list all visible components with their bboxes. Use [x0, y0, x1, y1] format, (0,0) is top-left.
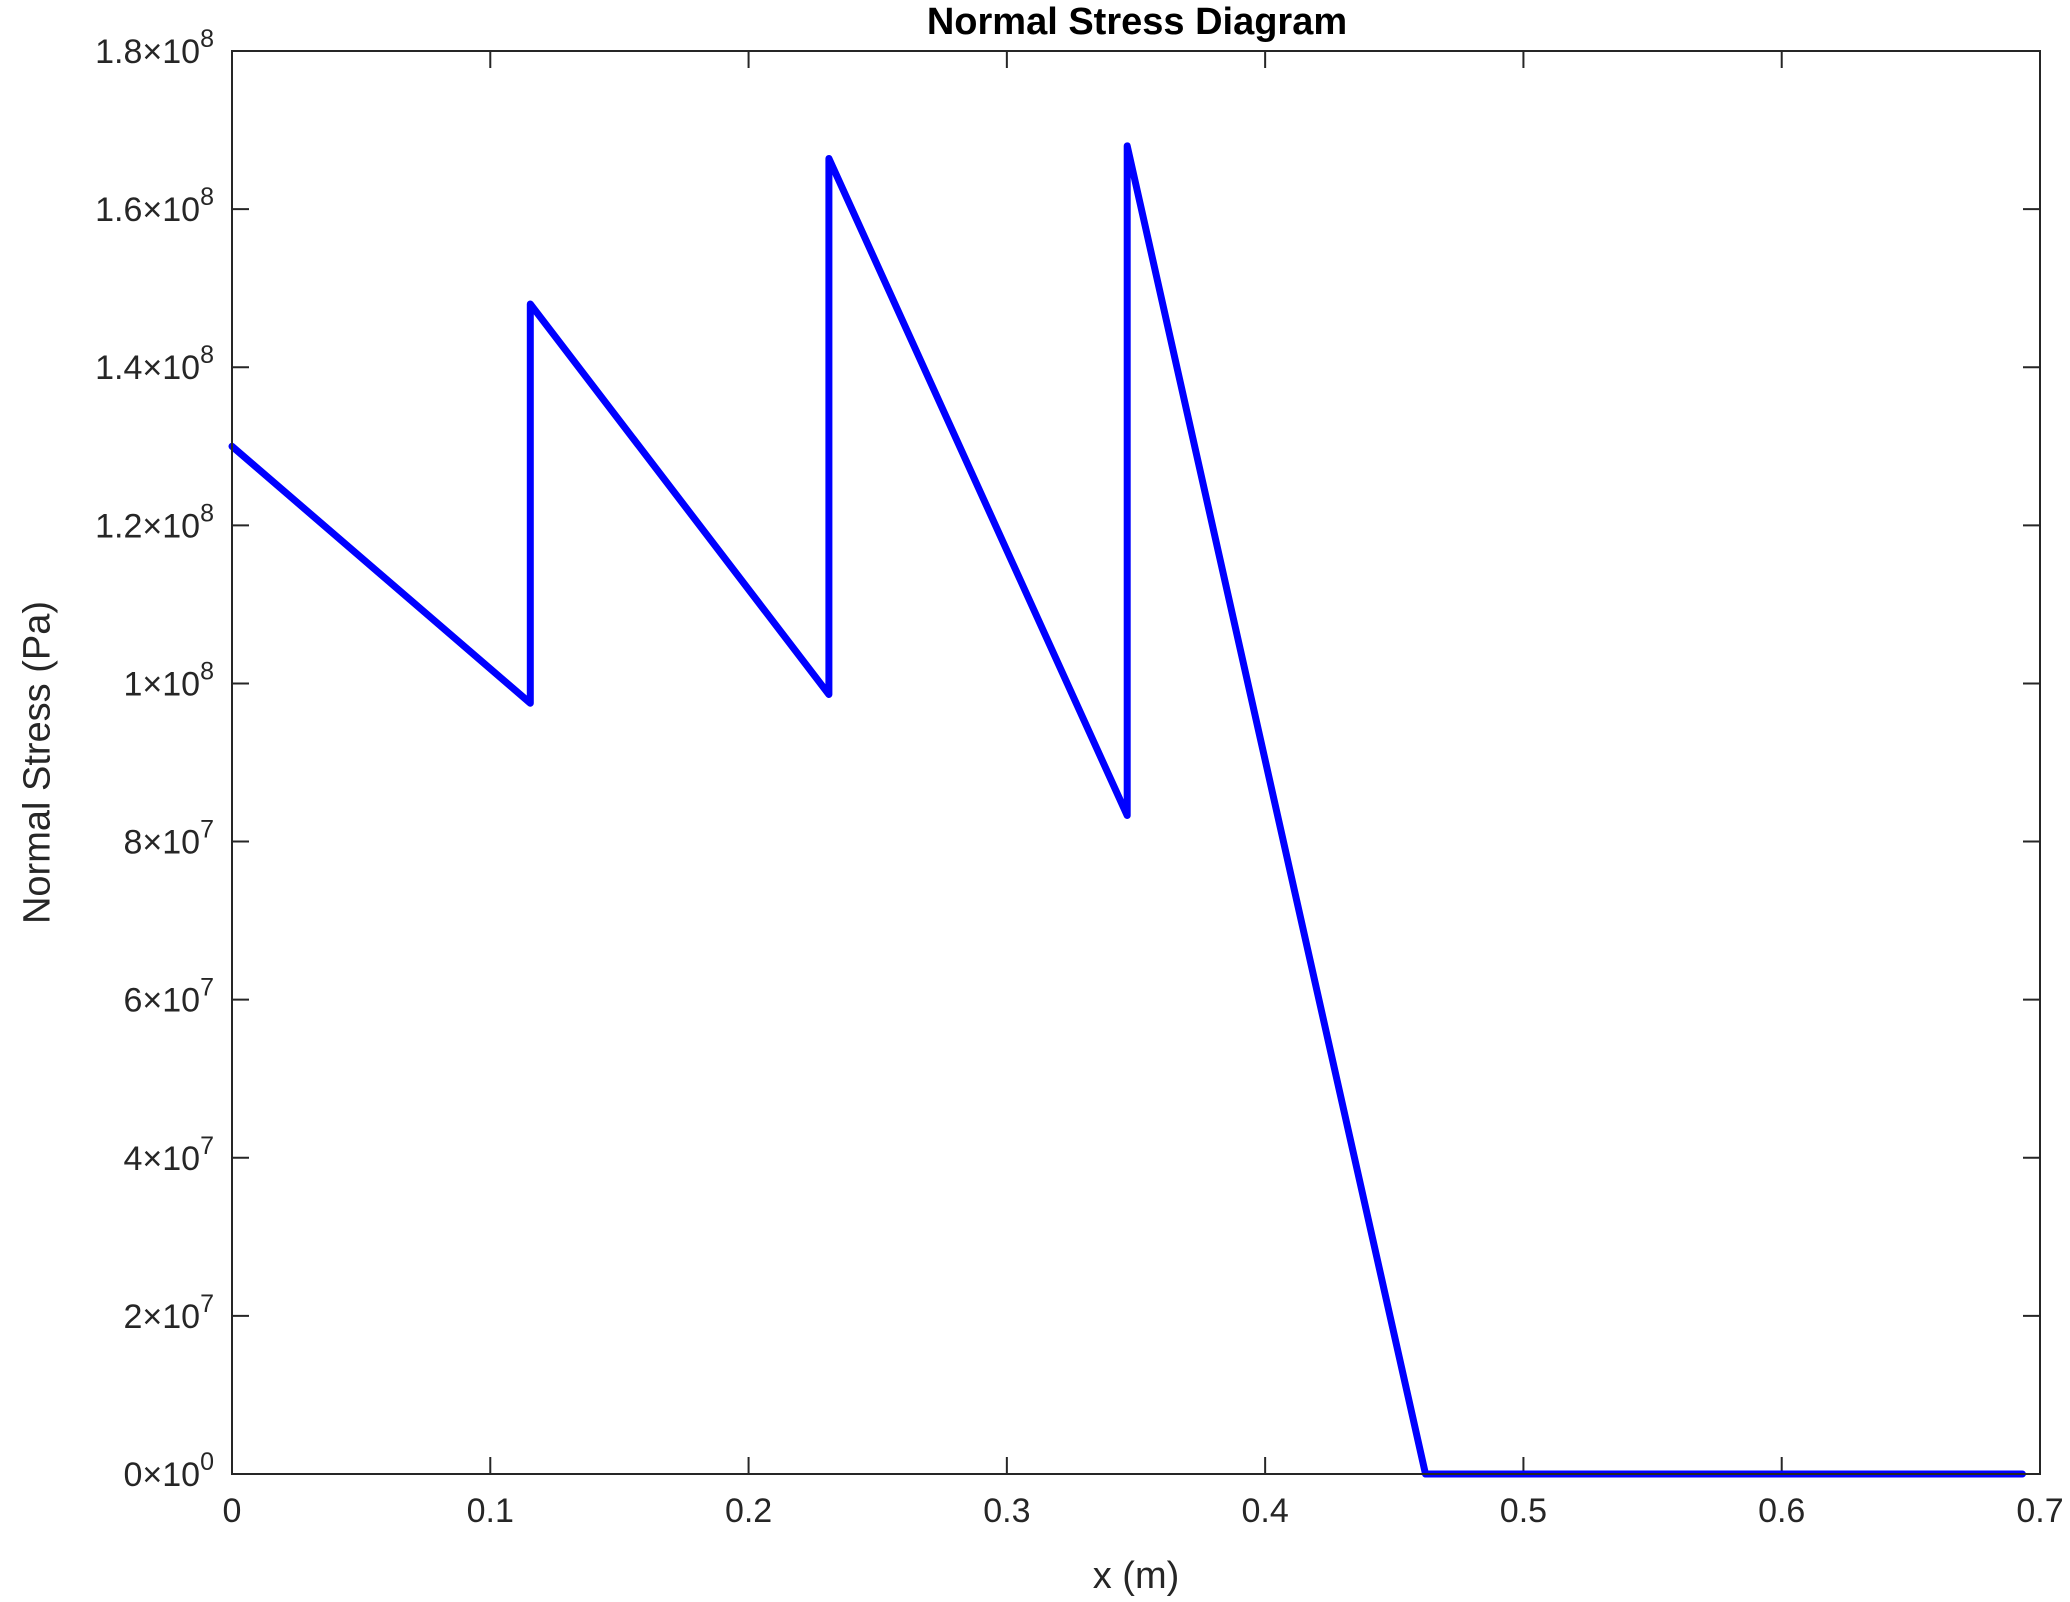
y-tick-label: 1.6×108 — [95, 183, 214, 229]
x-tick-label: 0.3 — [983, 1492, 1030, 1530]
x-tick-label: 0.6 — [1758, 1492, 1805, 1530]
y-axis-ticks: 0×100 2×107 4×107 6×107 8×107 1×108 1.2×108 1.4… — [95, 25, 2040, 1494]
x-tick-label: 0.4 — [1242, 1492, 1289, 1530]
series-layer — [228, 142, 2026, 1478]
y-tick-label: 0×100 — [124, 1448, 215, 1494]
stress-series-line — [228, 142, 2026, 1478]
y-tick-label: 6×107 — [124, 974, 215, 1020]
y-tick-label: 1.8×108 — [95, 25, 214, 71]
x-tick-label: 0.1 — [467, 1492, 514, 1530]
y-tick-label: 1×108 — [124, 657, 215, 703]
y-tick-label: 1.4×108 — [95, 341, 214, 387]
x-tick-label: 0.5 — [1500, 1492, 1547, 1530]
chart-title: Normal Stress Diagram — [927, 1, 1347, 43]
x-tick-label: 0 — [223, 1492, 242, 1530]
y-tick-label: 1.2×108 — [95, 499, 214, 545]
y-tick-label: 4×107 — [124, 1132, 215, 1178]
x-tick-label: 0.2 — [725, 1492, 772, 1530]
x-axis-ticks: 0 0.1 0.2 0.3 0.4 0.5 0.6 0.7 — [223, 51, 2064, 1530]
x-tick-label: 0.7 — [2016, 1492, 2063, 1530]
y-axis-label: Normal Stress (Pa) — [16, 601, 58, 924]
x-axis-label: x (m) — [1093, 1555, 1180, 1597]
y-tick-label: 8×107 — [124, 816, 215, 862]
y-tick-label: 2×107 — [124, 1290, 215, 1336]
plot-area-frame — [231, 50, 2041, 1475]
